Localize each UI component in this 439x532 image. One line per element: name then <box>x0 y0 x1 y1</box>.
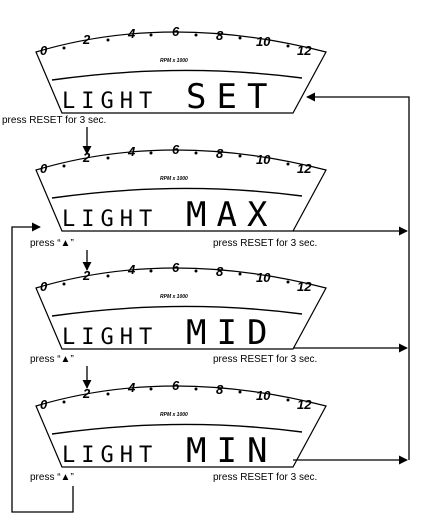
mode-label: LIGHT <box>62 325 158 350</box>
rpm-tick-10: 10 <box>256 152 271 167</box>
rpm-tick-12: 12 <box>297 279 312 294</box>
lcd-screen-set: 0 2 4 6 8 10 12 RPM x 1000 LIGHT SET <box>35 24 327 117</box>
rpm-tick-8: 8 <box>216 28 224 43</box>
rpm-unit-label: RPM x 1000 <box>160 412 188 418</box>
rpm-tick-4: 4 <box>127 262 136 277</box>
rpm-tick-6: 6 <box>172 142 180 157</box>
rpm-tick-10: 10 <box>256 34 271 49</box>
rpm-tick-12: 12 <box>297 397 312 412</box>
rpm-tick-2: 2 <box>82 32 91 47</box>
rpm-tick-6: 6 <box>172 260 180 275</box>
lcd-bezel <box>35 385 327 468</box>
rpm-tick-4: 4 <box>127 26 136 41</box>
rpm-tick-0: 0 <box>40 161 48 176</box>
rpm-scale: 0 2 4 6 8 10 12 RPM x 1000 <box>40 24 312 81</box>
rpm-tick-10: 10 <box>256 270 271 285</box>
arrow-loop-min-to-max <box>11 222 74 513</box>
rpm-tick-8: 8 <box>216 146 224 161</box>
caption-press-reset-exit: press RESET for 3 sec. <box>213 472 317 483</box>
caption-press-reset-enter: press RESET for 3 sec. <box>2 115 106 126</box>
caption-press-up: press “▲” <box>30 472 74 483</box>
rpm-tick-0: 0 <box>40 279 48 294</box>
rpm-tick-2: 2 <box>82 268 91 283</box>
lcd-bezel <box>35 149 327 232</box>
rpm-tick-10: 10 <box>256 388 271 403</box>
rpm-unit-label: RPM x 1000 <box>160 294 188 300</box>
mode-label: LIGHT <box>62 89 158 114</box>
lcd-screen-mid: 0 2 4 6 8 10 12 RPM x 1000 LIGHT MID <box>35 260 327 353</box>
caption-press-reset-exit: press RESET for 3 sec. <box>213 238 317 249</box>
caption-press-up: press “▲” <box>30 354 74 365</box>
mode-label: LIGHT <box>62 443 158 468</box>
rpm-scale: 0 2 4 6 8 10 12 RPM x 1000 <box>40 142 312 199</box>
rpm-tick-8: 8 <box>216 264 224 279</box>
lcd-bezel <box>35 31 327 114</box>
arrow-return-to-set <box>306 92 410 460</box>
mode-value: MIN <box>186 431 277 471</box>
rpm-tick-2: 2 <box>82 386 91 401</box>
mode-value: MID <box>186 313 277 353</box>
rpm-scale: 0 2 4 6 8 10 12 RPM x 1000 <box>40 260 312 317</box>
lcd-bezel <box>35 267 327 350</box>
caption-press-reset-exit: press RESET for 3 sec. <box>213 354 317 365</box>
lcd-screen-max: 0 2 4 6 8 10 12 RPM x 1000 LIGHT MAX <box>35 142 327 235</box>
rpm-tick-8: 8 <box>216 382 224 397</box>
rpm-tick-0: 0 <box>40 43 48 58</box>
rpm-unit-label: RPM x 1000 <box>160 176 188 182</box>
rpm-tick-0: 0 <box>40 397 48 412</box>
rpm-tick-12: 12 <box>297 43 312 58</box>
rpm-tick-12: 12 <box>297 161 312 176</box>
caption-press-up: press “▲” <box>30 238 74 249</box>
mode-value: MAX <box>186 195 277 235</box>
rpm-unit-label: RPM x 1000 <box>160 58 188 64</box>
rpm-tick-6: 6 <box>172 378 180 393</box>
lcd-screen-min: 0 2 4 6 8 10 12 RPM x 1000 LIGHT MIN <box>35 378 327 471</box>
rpm-scale: 0 2 4 6 8 10 12 RPM x 1000 <box>40 378 312 435</box>
mode-value: SET <box>186 77 277 117</box>
rpm-tick-4: 4 <box>127 380 136 395</box>
mode-label: LIGHT <box>62 207 158 232</box>
rpm-tick-6: 6 <box>172 24 180 39</box>
rpm-tick-4: 4 <box>127 144 136 159</box>
rpm-tick-2: 2 <box>82 150 91 165</box>
